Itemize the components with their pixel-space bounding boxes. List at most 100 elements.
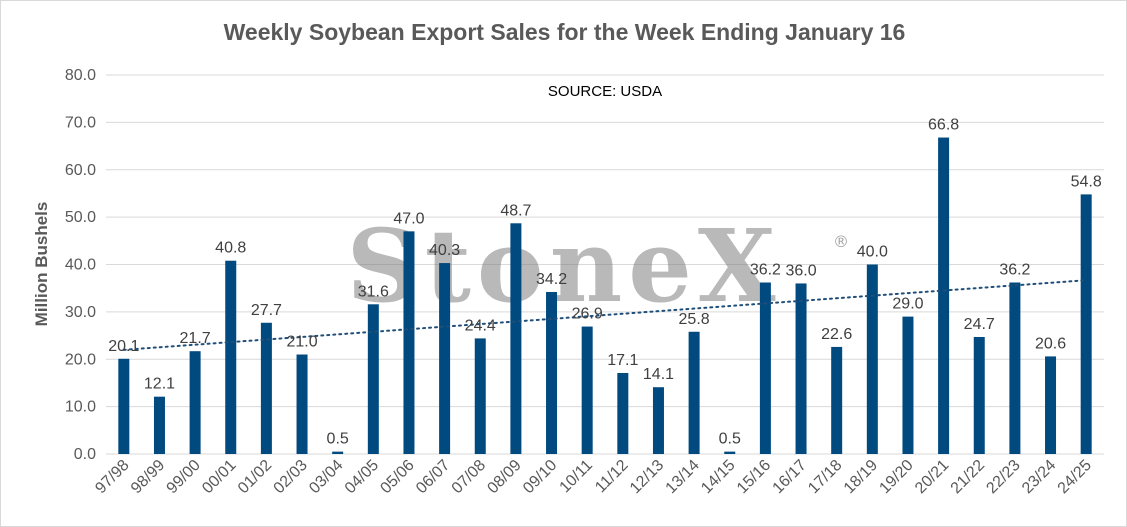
bar bbox=[938, 137, 950, 454]
gridlines bbox=[106, 74, 1104, 455]
bar bbox=[1045, 356, 1057, 454]
trendline bbox=[122, 279, 1088, 351]
bar bbox=[831, 346, 843, 454]
data-label: 12.1 bbox=[144, 376, 175, 393]
data-label: 14.1 bbox=[643, 366, 674, 383]
y-tick-label: 30.0 bbox=[65, 304, 96, 321]
data-label: 34.2 bbox=[536, 271, 567, 288]
x-tick-label: 00/01 bbox=[199, 457, 239, 497]
registered-mark-icon: ® bbox=[833, 232, 849, 251]
bar bbox=[902, 316, 914, 454]
x-tick-label: 08/09 bbox=[484, 457, 524, 497]
bar bbox=[367, 304, 379, 454]
data-label: 40.8 bbox=[215, 240, 246, 257]
x-tick-label: 97/98 bbox=[92, 457, 132, 497]
bar bbox=[296, 354, 308, 454]
x-tick-label: 04/05 bbox=[342, 457, 382, 497]
x-tick-label: 09/10 bbox=[520, 457, 560, 497]
bar bbox=[688, 331, 700, 454]
chart-title: Weekly Soybean Export Sales for the Week… bbox=[223, 19, 906, 45]
bar bbox=[795, 283, 807, 454]
data-label: 17.1 bbox=[607, 352, 638, 369]
y-tick-label: 0.0 bbox=[74, 446, 96, 463]
data-label: 27.7 bbox=[251, 302, 282, 319]
y-tick-label: 40.0 bbox=[65, 257, 96, 274]
bar bbox=[1080, 194, 1092, 454]
bar bbox=[403, 231, 415, 454]
bars bbox=[118, 137, 1092, 454]
x-tick-label: 13/14 bbox=[663, 457, 703, 497]
bar bbox=[1009, 282, 1021, 454]
bar bbox=[118, 358, 130, 454]
x-tick-label: 19/20 bbox=[876, 457, 916, 497]
trendline-path bbox=[122, 279, 1088, 351]
x-tick-label: 99/00 bbox=[164, 457, 204, 497]
bar bbox=[759, 282, 771, 454]
data-label: 47.0 bbox=[393, 210, 424, 227]
y-tick-label: 20.0 bbox=[65, 351, 96, 368]
y-tick-label: 60.0 bbox=[65, 162, 96, 179]
x-tick-label: 07/08 bbox=[449, 457, 489, 497]
bar bbox=[153, 396, 165, 454]
data-label: 24.7 bbox=[964, 316, 995, 333]
data-label: 36.0 bbox=[785, 262, 816, 279]
data-label: 0.5 bbox=[327, 431, 349, 448]
x-tick-label: 02/03 bbox=[271, 457, 311, 497]
data-label: 22.6 bbox=[821, 326, 852, 343]
watermark: StoneX ® bbox=[346, 207, 849, 325]
x-tick-label: 20/21 bbox=[912, 457, 952, 497]
x-tick-label: 98/99 bbox=[128, 457, 168, 497]
bar bbox=[866, 264, 878, 454]
x-tick-label: 06/07 bbox=[413, 457, 453, 497]
bar bbox=[332, 451, 344, 454]
data-label: 0.5 bbox=[719, 431, 741, 448]
x-tick-label: 10/11 bbox=[557, 457, 597, 497]
x-tick-label: 16/17 bbox=[770, 457, 810, 497]
bar bbox=[973, 336, 985, 454]
x-tick-label: 21/22 bbox=[948, 457, 988, 497]
x-tick-label: 23/24 bbox=[1019, 457, 1059, 497]
bar bbox=[546, 291, 558, 454]
data-label: 26.9 bbox=[572, 306, 603, 323]
bar bbox=[439, 263, 451, 454]
bar bbox=[260, 322, 272, 454]
x-tick-label: 24/25 bbox=[1055, 457, 1095, 497]
data-label: 66.8 bbox=[928, 117, 959, 134]
y-tick-label: 70.0 bbox=[65, 114, 96, 131]
bar bbox=[617, 372, 629, 454]
data-label: 36.2 bbox=[999, 262, 1030, 279]
x-tick-label: 12/13 bbox=[627, 457, 667, 497]
data-label: 54.8 bbox=[1071, 173, 1102, 190]
bar bbox=[510, 223, 522, 454]
data-label: 21.7 bbox=[180, 330, 211, 347]
x-tick-label: 18/19 bbox=[841, 457, 881, 497]
y-tick-label: 50.0 bbox=[65, 209, 96, 226]
data-label: 40.0 bbox=[857, 244, 888, 261]
x-tick-label: 11/12 bbox=[592, 457, 632, 497]
data-label: 31.6 bbox=[358, 283, 389, 300]
bar bbox=[189, 351, 201, 454]
x-axis-ticks: 97/9898/9999/0000/0101/0202/0303/0404/05… bbox=[92, 457, 1095, 497]
data-label: 36.2 bbox=[750, 262, 781, 279]
source-annotation: SOURCE: USDA bbox=[548, 83, 662, 100]
y-tick-label: 10.0 bbox=[65, 399, 96, 416]
x-tick-label: 03/04 bbox=[306, 457, 346, 497]
data-label: 24.4 bbox=[465, 317, 496, 334]
data-labels: 20.1 12.1 21.7 40.8 27.721.0 0.5 31.6 47.0 40.3 2… bbox=[108, 117, 1102, 448]
bar bbox=[474, 338, 486, 454]
x-tick-label: 01/02 bbox=[235, 457, 275, 497]
bar bbox=[581, 326, 593, 454]
y-axis-label: Million Bushels bbox=[32, 202, 51, 327]
x-tick-label: 14/15 bbox=[698, 457, 738, 497]
data-label: 25.8 bbox=[679, 311, 710, 328]
bar bbox=[652, 387, 664, 454]
data-label: 21.0 bbox=[286, 334, 317, 351]
data-label: 20.6 bbox=[1035, 335, 1066, 352]
x-tick-label: 15/16 bbox=[734, 457, 774, 497]
x-tick-label: 05/06 bbox=[377, 457, 417, 497]
bar bbox=[225, 260, 237, 454]
data-label: 20.1 bbox=[108, 338, 139, 355]
x-tick-label: 22/23 bbox=[983, 457, 1023, 497]
data-label: 40.3 bbox=[429, 242, 460, 259]
